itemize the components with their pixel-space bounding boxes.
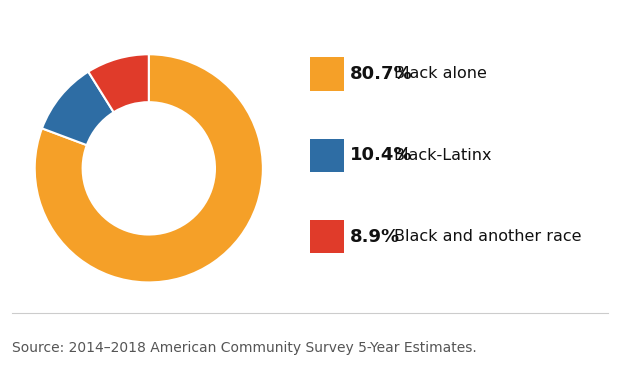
Text: Black-Latinx: Black-Latinx — [394, 148, 492, 163]
Text: 8.9%: 8.9% — [350, 228, 401, 246]
Text: 80.7%: 80.7% — [350, 65, 413, 83]
Wedge shape — [35, 54, 263, 282]
Wedge shape — [42, 72, 113, 145]
Wedge shape — [88, 54, 149, 112]
Text: Source: 2014–2018 American Community Survey 5-Year Estimates.: Source: 2014–2018 American Community Sur… — [12, 341, 477, 355]
Text: Black alone: Black alone — [394, 67, 487, 81]
Text: 10.4%: 10.4% — [350, 147, 413, 164]
Text: Black and another race: Black and another race — [394, 229, 581, 244]
